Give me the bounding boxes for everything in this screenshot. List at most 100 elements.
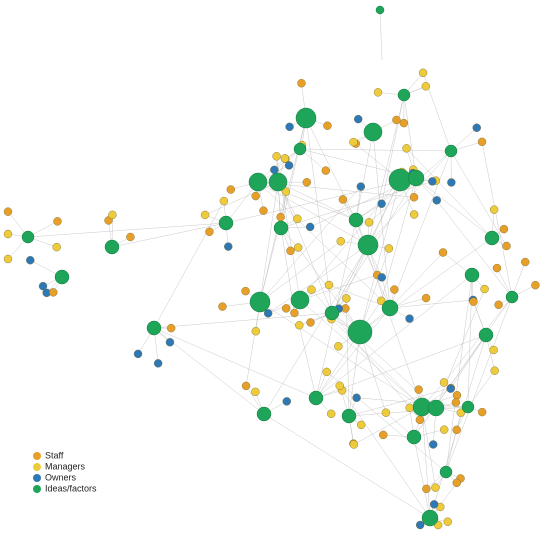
actor-node	[218, 302, 227, 311]
actor-node	[384, 244, 394, 253]
actor-node	[251, 191, 260, 201]
actor-node	[270, 165, 279, 175]
edge	[111, 222, 227, 248]
idea-node	[293, 142, 307, 156]
actor-node	[349, 440, 359, 449]
actor-node	[405, 403, 414, 412]
idea-node	[256, 406, 272, 422]
idea-node	[308, 390, 324, 406]
idea-node	[357, 234, 379, 256]
idea-node	[461, 400, 475, 414]
actor-node	[402, 144, 411, 153]
edge	[259, 181, 279, 303]
actor-node	[226, 185, 235, 194]
actor-node	[200, 210, 210, 220]
edge	[346, 298, 350, 417]
idea-node	[397, 88, 411, 102]
edge	[245, 301, 261, 386]
actor-node	[251, 387, 260, 397]
edge	[305, 117, 357, 221]
idea-node	[248, 172, 268, 192]
actor-node	[49, 288, 58, 297]
actor-node	[133, 349, 143, 359]
edge	[436, 200, 513, 298]
legend-swatch	[33, 452, 41, 460]
actor-node	[451, 398, 461, 407]
idea-node	[268, 172, 288, 192]
edge	[341, 390, 431, 519]
actor-node	[335, 381, 344, 390]
actor-node	[354, 114, 363, 124]
actor-node	[377, 296, 386, 306]
edge	[348, 387, 452, 417]
actor-node	[356, 182, 366, 191]
idea-node	[388, 168, 412, 192]
actor-node	[324, 280, 334, 290]
actor-node	[342, 294, 351, 303]
edge	[263, 244, 369, 415]
actor-node	[108, 210, 117, 220]
idea-node	[218, 215, 234, 231]
actor-node	[3, 207, 13, 216]
actor-node	[52, 242, 61, 252]
idea-node	[407, 169, 425, 187]
actor-node	[241, 286, 250, 296]
actor-node	[521, 257, 530, 267]
actor-node	[399, 118, 409, 128]
edge	[450, 334, 487, 389]
idea-node	[444, 144, 458, 158]
actor-node	[286, 246, 295, 256]
edge	[305, 117, 333, 314]
actor-node	[373, 88, 383, 97]
actor-node	[302, 178, 312, 187]
actor-node	[327, 409, 336, 419]
actor-node	[322, 367, 331, 377]
edge	[153, 200, 225, 329]
edge	[368, 150, 452, 223]
actor-node	[499, 224, 509, 234]
actor-node	[377, 273, 387, 282]
actor-node	[490, 366, 499, 375]
actor-node	[415, 520, 425, 530]
idea-node	[375, 5, 385, 15]
actor-node	[272, 152, 281, 161]
actor-node	[429, 440, 438, 449]
actor-node	[3, 229, 13, 239]
edge	[268, 244, 369, 314]
actor-node	[282, 397, 291, 406]
idea-node	[249, 291, 271, 313]
idea-node	[290, 290, 310, 310]
edge	[259, 186, 362, 303]
nodes	[3, 5, 540, 530]
actor-node	[447, 178, 456, 187]
edge	[403, 94, 417, 179]
legend-label: Staff	[45, 450, 64, 460]
actor-node	[502, 241, 511, 251]
edge	[359, 237, 493, 333]
idea-node	[273, 220, 289, 236]
actor-node	[153, 359, 163, 368]
edge	[445, 296, 513, 473]
edge	[415, 177, 493, 239]
actor-node	[251, 327, 261, 336]
edge	[445, 274, 473, 473]
edge	[299, 274, 378, 301]
edge	[421, 406, 436, 488]
edge	[331, 244, 369, 314]
actor-node	[452, 425, 461, 435]
actor-node	[26, 256, 35, 265]
edge	[389, 252, 444, 309]
actor-node	[489, 345, 498, 355]
actor-node	[306, 318, 315, 327]
actor-node	[349, 137, 358, 147]
actor-node	[452, 391, 462, 400]
idea-node	[439, 465, 453, 479]
edge	[259, 241, 341, 303]
actor-node	[390, 285, 399, 294]
legend-label: Owners	[45, 472, 77, 482]
edge	[367, 150, 452, 246]
actor-node	[224, 242, 233, 251]
edge	[326, 371, 447, 473]
edge	[359, 248, 390, 333]
